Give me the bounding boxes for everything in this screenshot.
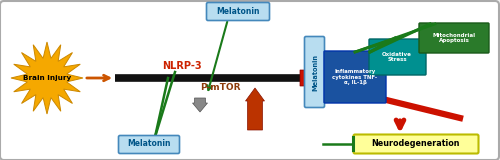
Text: Melatonin: Melatonin (128, 140, 171, 148)
Text: Melatonin: Melatonin (312, 53, 318, 91)
Text: Melatonin: Melatonin (216, 7, 260, 16)
FancyBboxPatch shape (118, 136, 180, 153)
FancyBboxPatch shape (419, 23, 489, 53)
Text: Oxidative
Stress: Oxidative Stress (382, 52, 412, 62)
Polygon shape (11, 42, 83, 114)
FancyBboxPatch shape (354, 135, 478, 153)
Text: Neurodegeneration: Neurodegeneration (372, 140, 460, 148)
FancyBboxPatch shape (304, 36, 324, 108)
FancyArrow shape (192, 98, 208, 112)
FancyArrow shape (246, 88, 264, 130)
Text: P-mTOR: P-mTOR (200, 83, 240, 92)
FancyBboxPatch shape (324, 51, 386, 103)
Text: Mitochondrial
Apoptosis: Mitochondrial Apoptosis (432, 33, 476, 43)
FancyArrow shape (300, 69, 320, 87)
FancyBboxPatch shape (369, 39, 426, 75)
Text: NLRP-3: NLRP-3 (162, 61, 202, 71)
FancyBboxPatch shape (206, 3, 270, 20)
Text: Brain Injury: Brain Injury (23, 75, 71, 81)
Text: Inflammatory
cytokines TNF-
α, IL-1β: Inflammatory cytokines TNF- α, IL-1β (332, 69, 378, 85)
